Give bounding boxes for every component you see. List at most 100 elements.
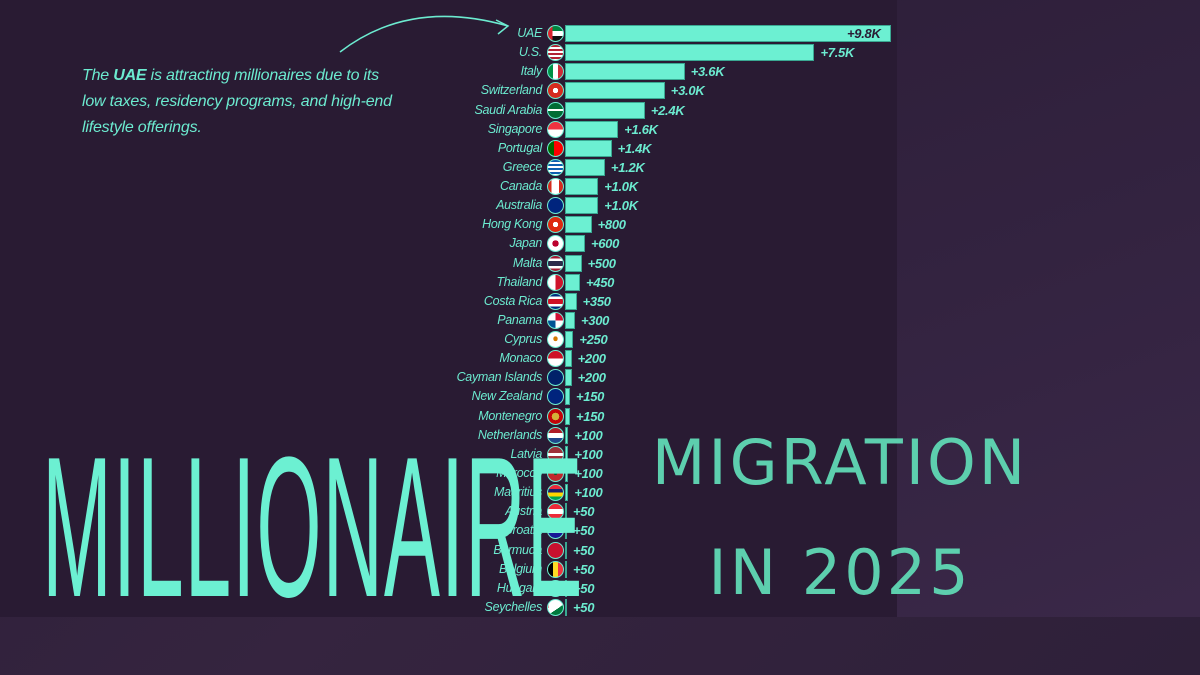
- title-right-line1: MIGRATION: [651, 426, 1029, 499]
- bar-label: Latvia: [510, 446, 542, 461]
- bar-row: Panama +300: [0, 311, 900, 330]
- title-right-line2: IN 2025: [708, 536, 972, 609]
- bar-value: +50: [573, 504, 595, 520]
- annotation-highlight: UAE: [113, 67, 147, 84]
- bar-value: +600: [590, 236, 620, 252]
- bar: [565, 292, 577, 310]
- montenegro-flag-icon: [547, 407, 564, 425]
- bar-value: +300: [580, 312, 610, 328]
- bar-value: +50: [573, 599, 595, 615]
- cyprus-flag-icon: [547, 331, 564, 349]
- bar: [565, 541, 567, 559]
- bar-row: Greece +1.2K: [0, 158, 900, 177]
- bar: [565, 120, 619, 138]
- annotation-prefix: The: [82, 67, 114, 84]
- bar-row: Croatia +50: [0, 521, 900, 540]
- bar-value: +1.2K: [610, 159, 645, 175]
- latvia-flag-icon: [547, 445, 564, 463]
- greece-flag-icon: [547, 158, 564, 176]
- bar-label: Japan: [509, 236, 542, 251]
- bar: [565, 101, 645, 119]
- bar-value: +1.6K: [624, 121, 658, 137]
- bar: [565, 598, 567, 616]
- bar-label: Italy: [520, 64, 543, 79]
- panama-flag-icon: [547, 311, 564, 329]
- bar: [565, 197, 599, 215]
- bar-row: Saudi Arabia +2.4K: [0, 101, 900, 120]
- bar-value: +1.0K: [604, 198, 638, 214]
- bar-label: Mauritius: [493, 485, 542, 500]
- bar: [565, 311, 575, 329]
- bar-label: Costa Rica: [483, 293, 542, 308]
- morocco-flag-icon: [547, 464, 564, 482]
- bar-row: Morocco +100: [0, 464, 900, 483]
- singapore-flag-icon: [547, 120, 564, 138]
- bar: [565, 25, 891, 42]
- bar: [565, 235, 585, 253]
- hungary-flag-icon: [547, 579, 564, 597]
- bar-value: +150: [575, 408, 605, 424]
- bar: [565, 350, 572, 368]
- bar-label: Netherlands: [477, 427, 542, 442]
- bar-row: UAE +9.8K: [0, 24, 900, 43]
- chart-annotation: The UAE is attracting millionaires due t…: [82, 63, 402, 141]
- bar-label: Australia: [496, 198, 542, 213]
- bar-value: +50: [573, 523, 595, 539]
- bar-row: Italy +3.6K: [0, 62, 900, 81]
- bar-value: +100: [574, 485, 603, 501]
- bar-row: Hungary +50: [0, 579, 900, 598]
- bar: [565, 369, 572, 387]
- bar: [565, 426, 569, 444]
- bar-value: +800: [597, 217, 626, 233]
- bar-row: Belgium +50: [0, 560, 900, 579]
- seychelles-flag-icon: [547, 598, 564, 616]
- uae-flag-icon: [547, 25, 564, 42]
- bar-label: Belgium: [498, 561, 542, 576]
- bar: [565, 139, 612, 157]
- bar: [565, 254, 582, 272]
- bar-row: Costa Rica +350: [0, 292, 900, 311]
- bar: [565, 407, 570, 425]
- bar: [565, 445, 569, 463]
- bar-row: U.S. +7.5K: [0, 43, 900, 62]
- bar-row: Switzerland +3.0K: [0, 81, 900, 100]
- bar-label: Morocco: [496, 465, 542, 480]
- bar-value: +200: [577, 351, 606, 367]
- bar-label: Portugal: [497, 140, 542, 155]
- bar: [565, 331, 574, 349]
- bar-row: Singapore +1.6K: [0, 120, 900, 139]
- bar: [565, 522, 567, 540]
- bar-label: UAE: [517, 26, 542, 40]
- australia-flag-icon: [547, 197, 564, 215]
- thailand-flag-icon: [547, 254, 564, 272]
- bar-label: Croatia: [503, 523, 543, 538]
- cayman-islands-flag-icon: [547, 369, 564, 387]
- bar-value: +1.4K: [617, 140, 652, 156]
- bar-label: Monaco: [499, 351, 542, 366]
- bar: [565, 273, 580, 291]
- bar: [565, 158, 605, 176]
- bar-row: New Zealand +150: [0, 387, 900, 406]
- croatia-flag-icon: [547, 522, 564, 540]
- bar-value: +3.0K: [670, 83, 705, 99]
- bar-label: New Zealand: [471, 389, 543, 404]
- title-migration: MIGRATION IN 2025: [650, 432, 1030, 604]
- bar-row: Latvia +100: [0, 445, 900, 464]
- bar: [565, 484, 569, 502]
- bar-value: +2.4K: [650, 102, 685, 118]
- bar-row: Mauritius +100: [0, 483, 900, 502]
- bar-row: Seychelles +50: [0, 598, 900, 617]
- bar-label: Austria: [505, 504, 542, 519]
- bar: [565, 503, 567, 521]
- bar-label: Montenegro: [478, 408, 542, 423]
- bar-label: Hungary: [496, 580, 542, 595]
- bar-row: Cayman Islands +200: [0, 368, 900, 387]
- stage: The UAE is attracting millionaires due t…: [0, 0, 1200, 628]
- bar-value: +100: [574, 427, 603, 443]
- bar-label: Malta: [512, 255, 542, 270]
- bar-label: Panama: [497, 312, 542, 327]
- bar-row: Cyprus +250: [0, 330, 900, 349]
- bar: [565, 178, 599, 196]
- bar-row: Thailand +450: [0, 273, 900, 292]
- saudi-arabia-flag-icon: [547, 101, 564, 119]
